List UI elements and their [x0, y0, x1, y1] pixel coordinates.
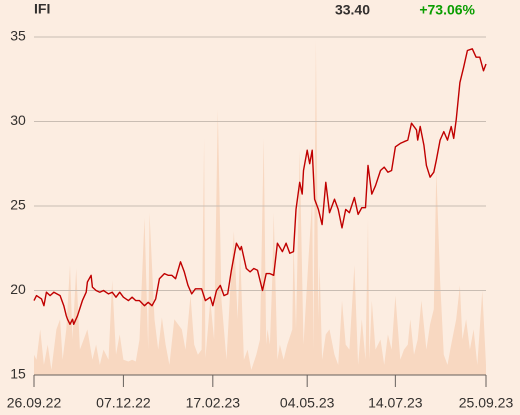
- ticker: IFI: [34, 1, 50, 17]
- y-tick-label: 15: [10, 366, 26, 382]
- x-tick-label: 07.12.22: [96, 395, 151, 411]
- volume-area: [34, 40, 486, 376]
- y-tick-label: 35: [10, 28, 26, 44]
- x-tick-label: 26.09.22: [7, 395, 62, 411]
- x-tick-label: 04.05.23: [280, 395, 335, 411]
- y-tick-label: 30: [10, 112, 26, 128]
- price-line: [33, 48, 487, 325]
- x-tick-label: 25.09.23: [459, 395, 514, 411]
- y-tick-label: 25: [10, 197, 26, 213]
- y-tick-label: 20: [10, 281, 26, 297]
- price-change: +73.06%: [419, 2, 475, 18]
- last-price: 33.40: [335, 2, 370, 18]
- x-tick-label: 17.02.23: [186, 395, 241, 411]
- x-tick-label: 14.07.23: [368, 395, 423, 411]
